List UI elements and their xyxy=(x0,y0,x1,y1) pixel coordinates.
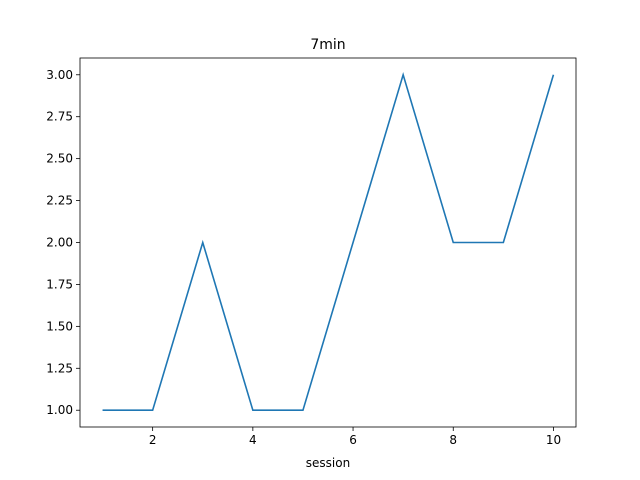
y-tick-label: 1.50 xyxy=(46,319,73,333)
series-layer xyxy=(102,71,555,412)
y-tick-label: 1.75 xyxy=(46,277,73,291)
x-axis-label: session xyxy=(306,456,350,470)
x-tick-label: 4 xyxy=(249,433,257,447)
y-tick-label: 2.00 xyxy=(46,236,73,250)
x-tick-label: 6 xyxy=(349,433,357,447)
plot-frame xyxy=(79,57,577,428)
x-tick-label: 8 xyxy=(449,433,457,447)
x-tick-label: 2 xyxy=(149,433,157,447)
x-axis-ticks: 2 4 6 8 10 xyxy=(149,427,561,447)
chart-title: 7min xyxy=(310,37,345,53)
y-tick-label: 2.50 xyxy=(46,152,73,166)
y-tick-label: 3.00 xyxy=(46,68,73,82)
y-tick-label: 1.25 xyxy=(46,361,73,375)
y-tick-label: 2.75 xyxy=(46,110,73,124)
y-tick-label: 2.25 xyxy=(46,194,73,208)
x-tick-label: 10 xyxy=(546,433,561,447)
y-tick-label: 1.00 xyxy=(46,403,73,417)
series-line xyxy=(102,71,555,412)
y-axis-ticks: 1.00 1.25 1.50 1.75 2.00 2.25 2.50 2.75 3.00 xyxy=(46,68,80,417)
